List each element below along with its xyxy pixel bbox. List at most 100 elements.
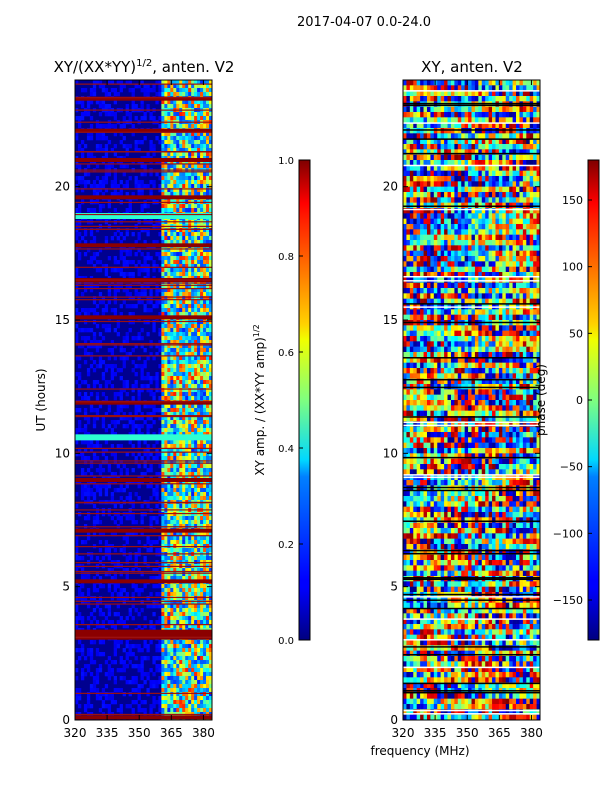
heatmap-cell (95, 408, 100, 413)
heatmap-cell (182, 344, 186, 349)
heatmap-cell (170, 408, 174, 413)
heatmap-cell (188, 132, 192, 137)
heatmap-cell (152, 280, 156, 285)
heatmap-cell (185, 612, 189, 617)
heatmap-cell (522, 85, 527, 91)
heatmap-cell (170, 532, 174, 537)
heatmap-cell (203, 144, 207, 149)
heatmap-cell (197, 520, 201, 525)
heatmap-cell (179, 348, 183, 353)
heatmap-cell (403, 117, 407, 123)
heatmap-cell (158, 668, 162, 673)
heatmap-cell (158, 140, 162, 145)
heatmap-cell (164, 708, 168, 713)
heatmap-cell (176, 228, 180, 233)
heatmap-cell (107, 104, 112, 109)
heatmap-cell (170, 696, 174, 701)
heatmap-cell (167, 668, 171, 673)
heatmap-cell (131, 192, 135, 197)
heatmap-cell (512, 80, 517, 86)
heatmap-cell (206, 472, 210, 477)
heatmap-cell (185, 260, 189, 265)
heatmap-cell (403, 128, 407, 134)
heatmap-cell (203, 268, 207, 273)
heatmap-cell (131, 160, 135, 165)
heatmap-cell (119, 396, 123, 401)
heatmap-cell (161, 672, 165, 677)
heatmap-cell (134, 176, 138, 181)
heatmap-cell (194, 132, 198, 137)
heatmap-cell (505, 106, 510, 113)
heatmap-cell (194, 588, 198, 593)
heatmap-cell (167, 292, 171, 297)
heatmap-cell (137, 588, 141, 593)
heatmap-cell (134, 372, 138, 377)
heatmap-cell (188, 268, 192, 273)
heatmap-cell (206, 688, 210, 693)
heatmap-cell (173, 472, 177, 477)
heatmap-cell (164, 252, 168, 257)
heatmap-cell (161, 432, 165, 437)
heatmap-cell (92, 676, 97, 681)
flagged-line (75, 188, 212, 190)
heatmap-cell (209, 676, 212, 681)
heatmap-cell (131, 532, 135, 537)
heatmap-cell (104, 604, 109, 609)
heatmap-cell (182, 664, 186, 669)
heatmap-cell (502, 80, 507, 86)
heatmap-cell (170, 440, 174, 445)
heatmap-cell (185, 504, 189, 509)
heatmap-cell (209, 700, 212, 705)
heatmap-cell (170, 472, 174, 477)
heatmap-cell (161, 192, 165, 197)
heatmap-cell (116, 332, 120, 337)
heatmap-cell (131, 644, 135, 649)
heatmap-cell (134, 364, 138, 369)
heatmap-cell (89, 392, 94, 397)
heatmap-cell (194, 412, 198, 417)
heatmap-cell (197, 660, 201, 665)
heatmap-cell (206, 524, 210, 529)
heatmap-cell (164, 668, 168, 673)
heatmap-cell (83, 416, 88, 421)
heatmap-cell (409, 128, 414, 134)
heatmap-cell (182, 672, 186, 677)
heatmap-cell (134, 180, 138, 185)
heatmap-cell (188, 272, 192, 277)
heatmap-cell (131, 420, 135, 425)
heatmap-cell (194, 432, 198, 437)
heatmap-cell (203, 616, 207, 621)
heatmap-cell (206, 452, 210, 457)
heatmap-cell (191, 432, 195, 437)
heatmap-cell (137, 644, 141, 649)
heatmap-cell (110, 700, 115, 705)
heatmap-cell (176, 504, 180, 509)
heatmap-cell (86, 180, 91, 185)
heatmap-cell (137, 280, 141, 285)
heatmap-cell (128, 260, 132, 265)
heatmap-cell (140, 228, 144, 233)
heatmap-cell (185, 248, 189, 253)
heatmap-cell (86, 536, 91, 541)
heatmap-cell (185, 308, 189, 313)
heatmap-cell (200, 300, 204, 305)
heatmap-cell (101, 372, 106, 377)
heatmap-cell (164, 332, 168, 337)
heatmap-cell (200, 588, 204, 593)
heatmap-cell (134, 492, 138, 497)
heatmap-cell (194, 584, 198, 589)
heatmap-cell (203, 684, 207, 689)
heatmap-cell (86, 372, 91, 377)
heatmap-cell (170, 644, 174, 649)
heatmap-cell (461, 106, 465, 113)
heatmap-cell (107, 692, 112, 697)
heatmap-cell (77, 356, 82, 361)
heatmap-cell (95, 588, 100, 593)
heatmap-cell (167, 664, 171, 669)
heatmap-cell (464, 117, 469, 123)
heatmap-cell (89, 280, 94, 285)
heatmap-cell (197, 472, 201, 477)
heatmap-cell (158, 576, 162, 581)
heatmap-cell (426, 80, 431, 86)
flagged-band (75, 528, 212, 533)
